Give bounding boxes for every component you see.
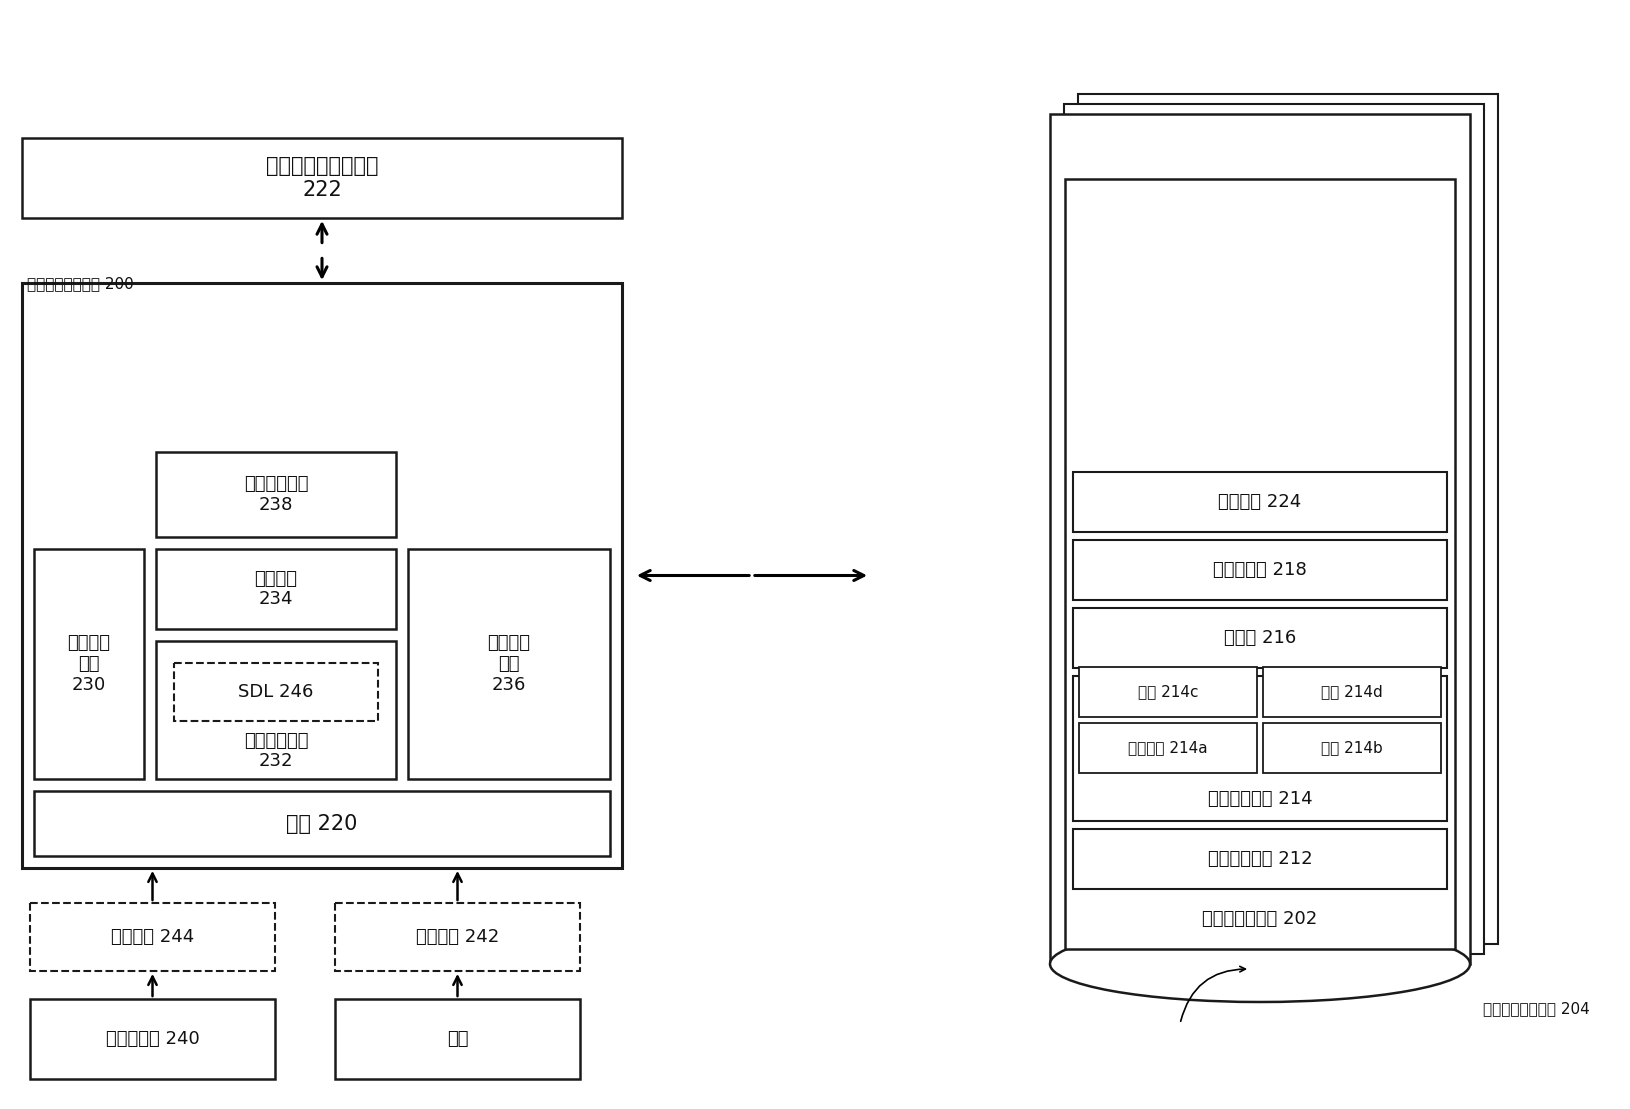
Bar (1077, 94, 1498, 944)
Bar (29, 903, 275, 971)
Text: 文档文件 244: 文档文件 244 (111, 928, 194, 946)
Text: 病理 214c: 病理 214c (1138, 684, 1198, 700)
Text: 肿瘤学工作流程应用
222: 肿瘤学工作流程应用 222 (266, 156, 378, 200)
Text: 治疗史 216: 治疗史 216 (1224, 629, 1296, 647)
Bar (156, 452, 396, 537)
Bar (1064, 179, 1456, 949)
Text: 患者传记信息 212: 患者传记信息 212 (1208, 849, 1312, 868)
Bar (1064, 104, 1483, 954)
Text: 数据协调模块
238: 数据协调模块 238 (244, 475, 308, 513)
Text: 丰富模块
234: 丰富模块 234 (254, 570, 298, 609)
Bar (29, 999, 275, 1079)
Bar (1073, 608, 1447, 668)
Text: 统一的患者数据库 204: 统一的患者数据库 204 (1483, 1001, 1589, 1017)
Bar (34, 791, 610, 856)
Text: SDL 246: SDL 246 (238, 683, 313, 701)
Text: 肿瘤部位 214a: 肿瘤部位 214a (1128, 741, 1208, 755)
Text: 诊断 214d: 诊断 214d (1322, 684, 1382, 700)
Bar (336, 999, 580, 1079)
Bar (1073, 830, 1447, 889)
Bar (336, 903, 580, 971)
Ellipse shape (1050, 926, 1470, 1003)
Text: 患者数据源 240: 患者数据源 240 (106, 1030, 199, 1048)
Bar (1263, 723, 1441, 773)
Bar (1050, 114, 1470, 964)
Bar (1079, 723, 1257, 773)
Text: 分析结果 224: 分析结果 224 (1218, 494, 1302, 511)
Bar (1073, 676, 1447, 821)
Text: 医疗数据处理系统 200: 医疗数据处理系统 200 (28, 276, 134, 291)
Bar (1079, 667, 1257, 718)
Bar (1263, 667, 1441, 718)
Bar (156, 641, 396, 779)
Bar (174, 663, 378, 721)
Text: 数据访问
模块
236: 数据访问 模块 236 (487, 634, 530, 694)
Text: 医疗数据 242: 医疗数据 242 (416, 928, 499, 946)
Text: 肿瘤诊断信息 214: 肿瘤诊断信息 214 (1208, 790, 1312, 808)
Bar (21, 283, 623, 868)
Bar (408, 549, 610, 779)
Bar (21, 138, 623, 218)
Bar (34, 549, 143, 779)
Text: 结构化患者数据 202: 结构化患者数据 202 (1203, 910, 1317, 928)
Text: 门户 220: 门户 220 (287, 814, 357, 834)
Text: 生物标志物 218: 生物标志物 218 (1213, 561, 1307, 579)
Text: 数据收集
模块
230: 数据收集 模块 230 (67, 634, 111, 694)
Bar (1073, 540, 1447, 600)
Text: 数据提取模块
232: 数据提取模块 232 (244, 732, 308, 771)
Text: 分期 214b: 分期 214b (1322, 741, 1382, 755)
Bar (156, 549, 396, 629)
Text: 用户: 用户 (447, 1030, 468, 1048)
Bar (1073, 472, 1447, 532)
